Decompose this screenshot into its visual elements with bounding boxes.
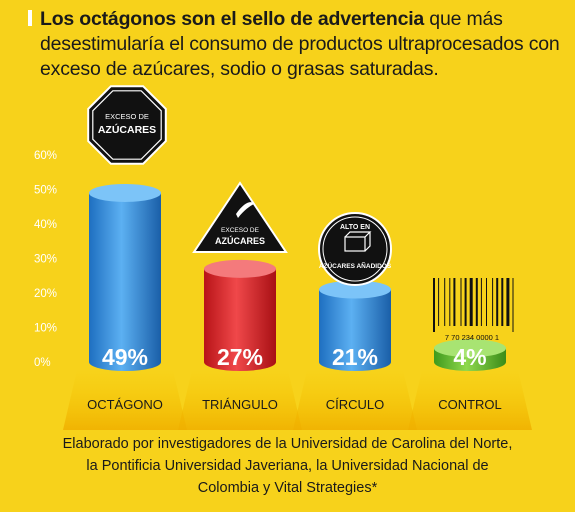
- category-label: OCTÁGONO: [87, 397, 163, 412]
- bar-triángulo: 27%: [204, 259, 276, 371]
- octagon-seal-icon: EXCESO DE AZÚCARES: [87, 85, 167, 165]
- y-axis: 0% 10% 20% 30% 40% 50% 60%: [34, 150, 57, 369]
- caption-line-1: Elaborado por investigadores de la Unive…: [62, 436, 513, 452]
- bar-control: 4%: [434, 339, 506, 371]
- octagon-seal-line-2: AZÚCARES: [98, 123, 156, 136]
- category-label: TRIÁNGULO: [202, 397, 278, 412]
- bar-cap: [204, 259, 276, 278]
- bar-cap: [319, 280, 391, 299]
- circle-seal-icon: ALTO EN AZÚCARES AÑADIDOS: [318, 212, 392, 286]
- octagon-seal-line-1: EXCESO DE: [105, 112, 149, 121]
- source-caption: Elaborado por investigadores de la Unive…: [0, 433, 575, 499]
- light-beam: [408, 370, 532, 430]
- value-label: 49%: [102, 344, 148, 370]
- value-label: 21%: [332, 344, 378, 370]
- bar-octágono: 49%: [89, 183, 161, 371]
- y-tick-label: 40%: [34, 219, 57, 231]
- y-tick-label: 0%: [34, 357, 51, 369]
- bar-círculo: 21%: [319, 280, 391, 371]
- category-label: CONTROL: [438, 397, 502, 412]
- bar-body: [319, 289, 391, 371]
- circle-seal-line-1: ALTO EN: [340, 224, 370, 231]
- title-accent-bar: [28, 10, 32, 26]
- title-bold: Los octágonos son el sello de advertenci…: [40, 8, 425, 30]
- y-tick-label: 10%: [34, 323, 57, 335]
- value-label: 27%: [217, 344, 263, 370]
- triangle-seal-line-1: EXCESO DE: [221, 227, 260, 234]
- bar-cap: [434, 339, 506, 358]
- barcode-number: 7 70 234 0000 1: [445, 333, 499, 342]
- floor-light-beams: [63, 370, 532, 430]
- light-beam: [293, 370, 417, 430]
- title-rest: que más desestimularía el consumo de pro…: [40, 8, 560, 80]
- value-label: 4%: [453, 344, 486, 370]
- caption-line-3: Colombia y Vital Strategies*: [197, 480, 378, 496]
- light-beam: [63, 370, 187, 430]
- y-tick-label: 60%: [34, 150, 57, 162]
- category-label: CÍRCULO: [326, 397, 385, 412]
- barcode-icon: 7 70 234 0000 1: [430, 276, 514, 342]
- y-tick-label: 30%: [34, 254, 57, 266]
- bar-body: [89, 192, 161, 371]
- bars: 49% 27% 21% 4%: [89, 183, 506, 371]
- bar-cap: [89, 183, 161, 202]
- page-title: Los octágonos son el sello de advertenci…: [40, 7, 560, 82]
- y-tick-label: 20%: [34, 288, 57, 300]
- bar-body: [204, 268, 276, 371]
- caption-line-2: la Pontificia Universidad Javeriana, la …: [86, 458, 489, 474]
- triangle-seal-line-2: AZÚCARES: [215, 235, 265, 246]
- y-tick-label: 50%: [34, 185, 57, 197]
- x-axis: OCTÁGONO TRIÁNGULO CÍRCULO CONTROL: [87, 397, 502, 412]
- circle-seal-line-2: AZÚCARES AÑADIDOS: [319, 261, 392, 270]
- light-beam: [178, 370, 302, 430]
